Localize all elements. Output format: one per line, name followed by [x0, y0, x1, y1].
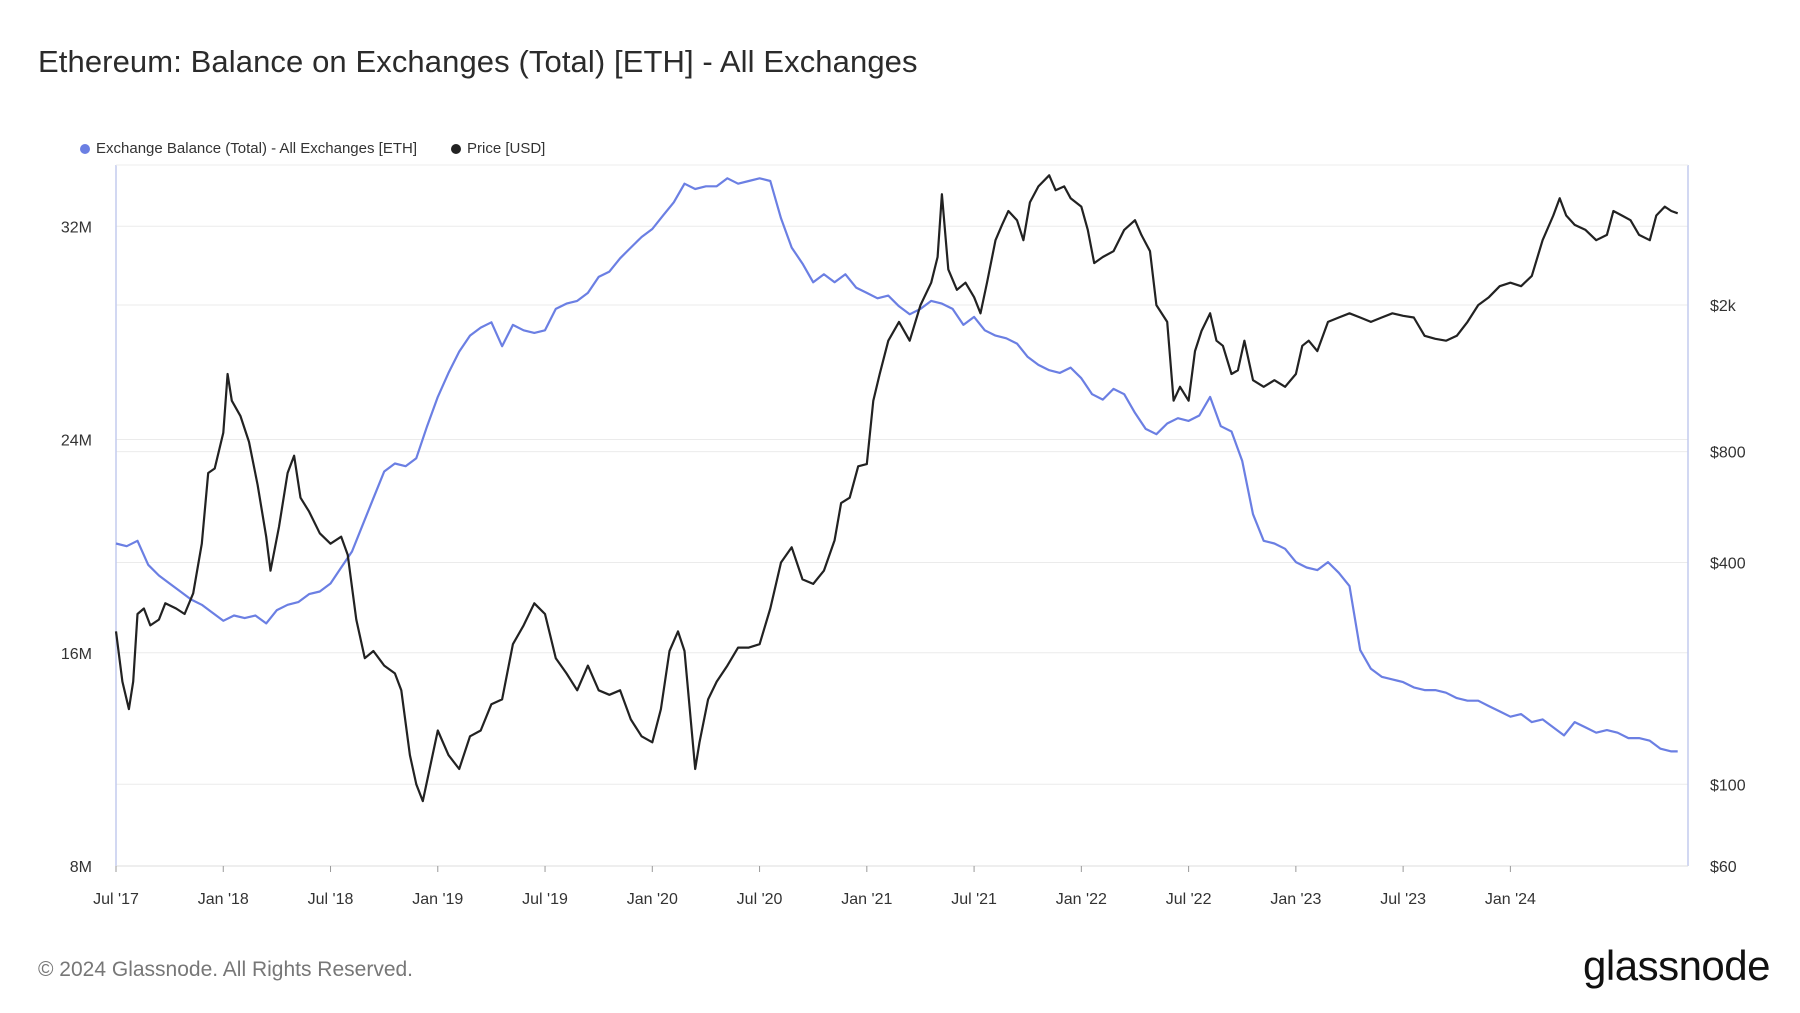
x-tick-label-9: Jan '22 — [1056, 891, 1107, 908]
x-tick-label-8: Jul '21 — [951, 891, 997, 908]
y-right-tick-label-1: $100 — [1710, 777, 1746, 794]
x-tick-label-4: Jul '19 — [522, 891, 568, 908]
x-axis-ticks: Jul '17 Jan '18 Jul '18 Jan '19 Jul '19 Jan '… — [93, 866, 1536, 908]
x-tick-label-10: Jul '22 — [1166, 891, 1212, 908]
x-tick-label-13: Jan '24 — [1485, 891, 1536, 908]
x-tick-label-12: Jul '23 — [1380, 891, 1426, 908]
legend: Exchange Balance (Total) - All Exchanges… — [80, 140, 545, 157]
series-line-exchange-balance — [115, 177, 1678, 753]
y-left-tick-label-3: 32M — [61, 219, 92, 236]
series-line-price — [114, 174, 1679, 803]
legend-label-price: Price [USD] — [467, 140, 546, 157]
y-left-tick-label-2: 24M — [61, 433, 92, 450]
legend-item-balance[interactable]: Exchange Balance (Total) - All Exchanges… — [80, 140, 417, 157]
x-tick-label-11: Jan '23 — [1270, 891, 1321, 908]
series-layer — [114, 174, 1679, 803]
x-tick-label-0: Jul '17 — [93, 891, 139, 908]
copyright-notice: © 2024 Glassnode. All Rights Reserved. — [38, 958, 414, 981]
left-axis-ticks: 8M 16M 24M 32M — [61, 219, 92, 876]
x-tick-label-2: Jul '18 — [308, 891, 354, 908]
grid-lines — [116, 225, 1688, 867]
y-right-tick-label-2: $400 — [1710, 556, 1746, 573]
legend-item-price[interactable]: Price [USD] — [451, 140, 545, 157]
axes — [115, 164, 1689, 867]
y-left-tick-label-1: 16M — [61, 646, 92, 663]
x-tick-label-1: Jan '18 — [198, 891, 249, 908]
legend-label-balance: Exchange Balance (Total) - All Exchanges… — [96, 140, 417, 157]
x-tick-label-7: Jan '21 — [841, 891, 892, 908]
x-tick-label-5: Jan '20 — [627, 891, 678, 908]
legend-marker-price — [451, 143, 461, 154]
glassnode-logo: glassnode — [1583, 942, 1770, 989]
chart-title: Ethereum: Balance on Exchanges (Total) [… — [38, 44, 918, 79]
y-right-tick-label-0: $60 — [1710, 859, 1737, 876]
x-tick-label-6: Jul '20 — [737, 891, 783, 908]
x-tick-label-3: Jan '19 — [412, 891, 463, 908]
y-right-tick-label-3: $800 — [1710, 445, 1746, 462]
y-right-tick-label-4: $2k — [1710, 298, 1737, 315]
legend-marker-balance — [80, 143, 90, 154]
right-axis-ticks: $60 $100 $400 $800 $2k — [1710, 298, 1746, 876]
y-left-tick-label-0: 8M — [70, 859, 92, 876]
